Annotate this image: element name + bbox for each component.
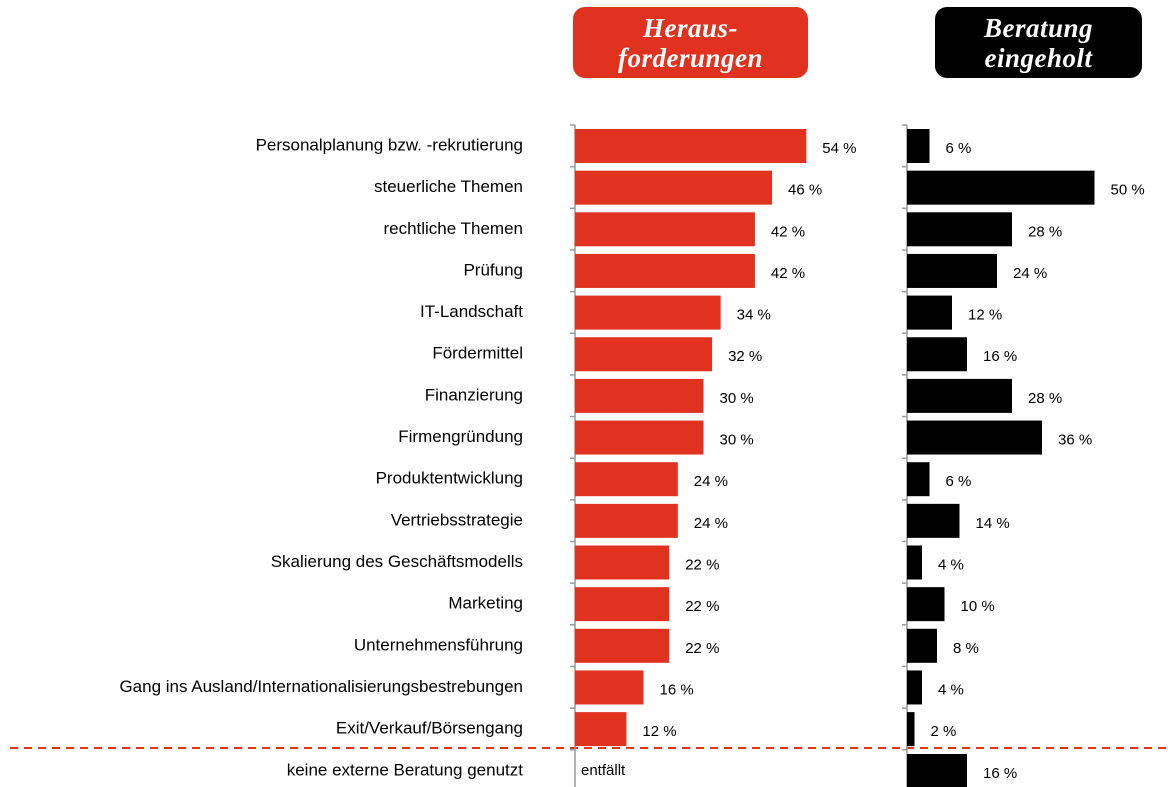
bar [575, 253, 755, 288]
bar [907, 295, 952, 330]
bar [575, 212, 755, 247]
bar [575, 170, 773, 205]
value-label: 34 % [737, 307, 771, 324]
value-label: 22 % [685, 556, 719, 573]
bar [907, 754, 967, 787]
bar [575, 337, 713, 372]
bar [907, 628, 937, 663]
value-label: 24 % [1013, 265, 1047, 282]
category-label: Vertriebsstrategie [391, 510, 523, 529]
bar [907, 378, 1012, 413]
bar [907, 712, 915, 747]
value-label: 24 % [694, 515, 728, 532]
value-label: 42 % [771, 223, 805, 240]
category-label: Fördermittel [432, 344, 523, 363]
value-label: 6 % [946, 140, 972, 157]
bar [575, 378, 704, 413]
category-label: keine externe Beratung genutzt [287, 760, 524, 779]
value-label: 10 % [961, 598, 995, 615]
category-label: Gang ins Ausland/Internationalisierungsb… [119, 677, 523, 696]
value-label: 28 % [1028, 223, 1062, 240]
bar [575, 545, 670, 580]
category-label: Exit/Verkauf/Börsengang [336, 719, 523, 738]
value-label: 2 % [931, 723, 957, 740]
bar [907, 462, 930, 497]
value-label: 8 % [953, 640, 979, 657]
category-label: steuerliche Themen [374, 177, 523, 196]
value-label: 42 % [771, 265, 805, 282]
category-label: rechtliche Themen [383, 219, 523, 238]
value-label: 16 % [660, 681, 694, 698]
value-label: 50 % [1111, 182, 1145, 199]
bar [575, 503, 678, 538]
bar [575, 129, 807, 163]
value-label: 12 % [642, 723, 676, 740]
value-label: 4 % [938, 681, 964, 698]
category-label: Finanzierung [425, 385, 523, 404]
bar [575, 628, 670, 663]
value-label: 24 % [694, 473, 728, 490]
bar [907, 587, 945, 622]
category-label: Unternehmensführung [354, 635, 523, 654]
panel-header: Heraus- forderungen [573, 7, 808, 78]
category-label: Prüfung [463, 260, 523, 279]
bar [907, 670, 922, 705]
value-label: 36 % [1058, 432, 1092, 449]
value-label: 28 % [1028, 390, 1062, 407]
value-label: 46 % [788, 182, 822, 199]
value-label: 22 % [685, 640, 719, 657]
bar [575, 712, 627, 747]
value-label: 54 % [822, 140, 856, 157]
category-label: IT-Landschaft [420, 302, 523, 321]
bar [907, 253, 997, 288]
value-label: 4 % [938, 556, 964, 573]
bar [907, 129, 930, 163]
value-label: 32 % [728, 348, 762, 365]
value-label: 16 % [983, 348, 1017, 365]
value-label: 30 % [720, 432, 754, 449]
bar [907, 545, 922, 580]
category-label: Personalplanung bzw. -rekrutierung [256, 135, 523, 154]
bar [907, 337, 967, 372]
category-label: Firmengründung [398, 427, 523, 446]
bar [575, 670, 644, 705]
value-label: 12 % [968, 307, 1002, 324]
value-label: 16 % [983, 765, 1017, 782]
bar [907, 170, 1095, 205]
panel-header: Beratung eingeholt [935, 7, 1142, 78]
bar [575, 587, 670, 622]
value-label: entfällt [581, 762, 626, 779]
category-label: Marketing [448, 594, 523, 613]
value-label: 6 % [946, 473, 972, 490]
category-label: Skalierung des Geschäftsmodells [271, 552, 523, 571]
value-label: 14 % [976, 515, 1010, 532]
bar [907, 420, 1042, 455]
value-label: 22 % [685, 598, 719, 615]
category-label: Produktentwicklung [376, 469, 523, 488]
bar [907, 212, 1012, 247]
bar [575, 462, 678, 497]
value-label: 30 % [720, 390, 754, 407]
bar [575, 420, 704, 455]
bar [907, 503, 960, 538]
bar [575, 295, 721, 330]
